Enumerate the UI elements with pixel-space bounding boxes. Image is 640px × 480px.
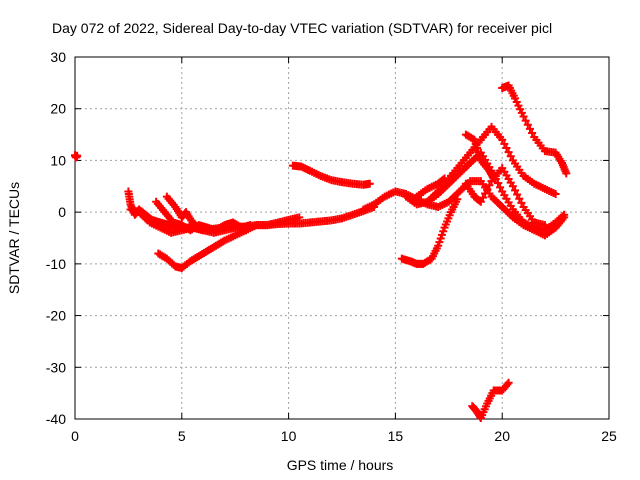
data-point xyxy=(523,120,532,129)
y-tick-label: -40 xyxy=(46,411,66,427)
data-point xyxy=(485,181,494,190)
y-tick-label: -10 xyxy=(46,256,66,272)
y-tick-label: 30 xyxy=(50,49,66,65)
data-point xyxy=(471,139,480,148)
series-s4 xyxy=(152,197,255,235)
y-tick-label: -20 xyxy=(46,308,66,324)
x-tick-label: 15 xyxy=(388,428,404,444)
chart-title: Day 072 of 2022, Sidereal Day-to-day VTE… xyxy=(52,20,552,36)
data-point xyxy=(241,226,250,235)
data-point xyxy=(476,197,485,206)
data-point xyxy=(246,221,255,230)
x-tick-label: 0 xyxy=(71,428,79,444)
data-point xyxy=(513,190,522,199)
data-point xyxy=(504,378,513,387)
data-point xyxy=(365,179,374,188)
y-tick-label: -30 xyxy=(46,359,66,375)
x-tick-label: 25 xyxy=(601,428,617,444)
y-tick-label: 20 xyxy=(50,101,66,117)
data-point xyxy=(493,179,502,188)
data-point xyxy=(504,148,513,157)
data-points xyxy=(71,81,571,422)
data-point xyxy=(517,198,526,207)
chart-gridlines xyxy=(75,57,609,419)
data-point xyxy=(502,144,511,153)
data-point xyxy=(295,213,304,222)
data-point xyxy=(519,112,528,121)
y-tick-label: 0 xyxy=(58,204,66,220)
data-point xyxy=(503,380,512,389)
data-point xyxy=(193,222,202,231)
data-point xyxy=(511,186,520,195)
data-point xyxy=(489,174,498,183)
data-point xyxy=(478,193,487,202)
data-point xyxy=(508,182,517,191)
series-s5 xyxy=(162,192,203,232)
x-tick-label: 10 xyxy=(281,428,297,444)
data-point xyxy=(453,195,462,204)
data-point xyxy=(500,139,509,148)
axis-ticks: 0 5 10 15 20 25 -40 -30 -20 -10 0 10 20 30 xyxy=(46,49,617,444)
series-s12 xyxy=(461,164,549,230)
plot-frame xyxy=(74,56,610,420)
series-s13 xyxy=(461,130,498,183)
data-point xyxy=(560,210,569,219)
x-axis-label: GPS time / hours xyxy=(287,457,394,473)
data-point xyxy=(551,190,560,199)
series-s11 xyxy=(423,122,560,206)
data-point xyxy=(540,221,549,230)
series-s7 xyxy=(288,161,374,189)
data-point xyxy=(528,129,537,138)
series-s6 xyxy=(154,226,250,272)
data-point xyxy=(194,223,203,232)
y-tick-label: 10 xyxy=(50,152,66,168)
data-point xyxy=(481,189,490,198)
data-point xyxy=(73,151,82,160)
series-s16 xyxy=(468,378,513,422)
series-s1 xyxy=(71,151,82,162)
data-point xyxy=(474,148,483,157)
series-s14 xyxy=(397,195,462,268)
data-point xyxy=(475,152,484,161)
data-point xyxy=(483,185,492,194)
data-point xyxy=(562,169,571,178)
x-tick-label: 20 xyxy=(494,428,510,444)
data-point xyxy=(496,183,505,192)
series-s15 xyxy=(498,81,571,178)
series-s10 xyxy=(412,174,449,201)
x-tick-label: 5 xyxy=(178,428,186,444)
data-point xyxy=(470,135,479,144)
data-point xyxy=(515,194,524,203)
data-point xyxy=(506,152,515,161)
data-point xyxy=(525,124,534,133)
data-point xyxy=(472,144,481,153)
data-point xyxy=(521,116,530,125)
data-point xyxy=(498,135,507,144)
y-axis-label: SDTVAR / TECUs xyxy=(6,182,22,294)
